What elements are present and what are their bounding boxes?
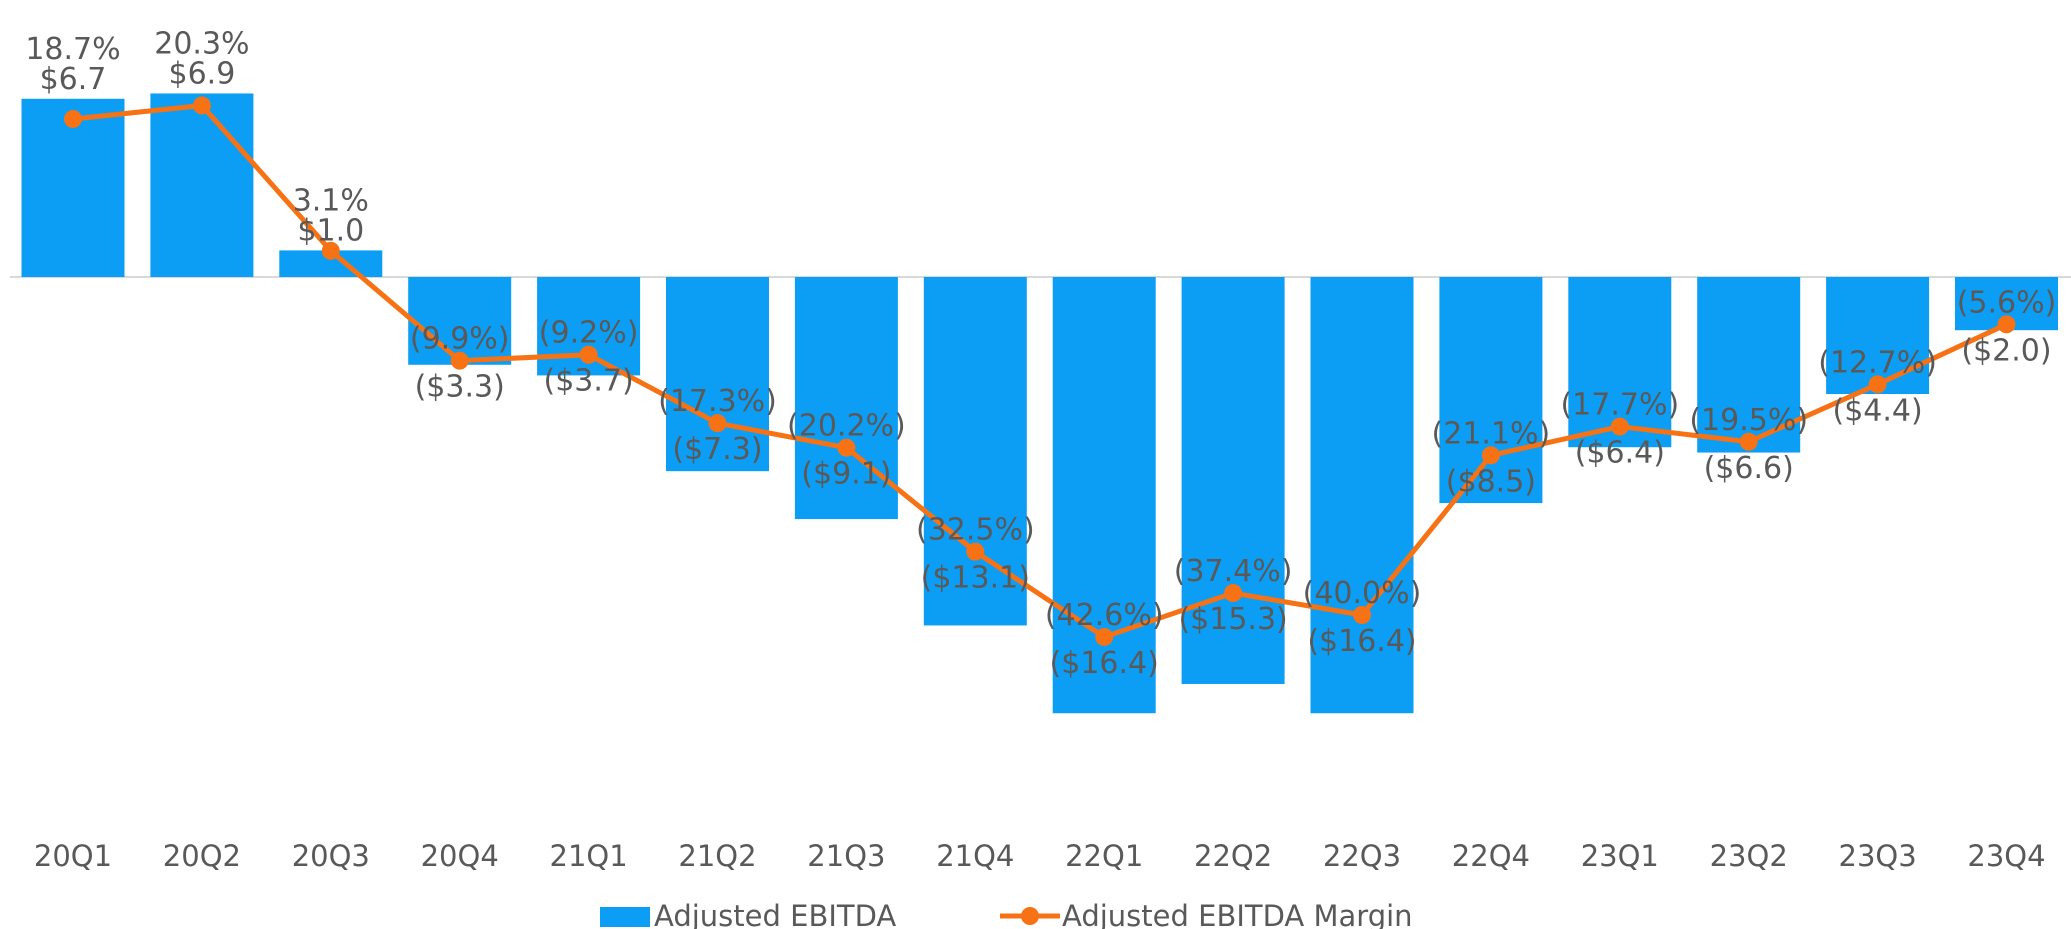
margin-point-22Q2: [1224, 584, 1243, 603]
margin-value-label-22Q3: (40.0%): [1303, 576, 1422, 611]
bar-21Q4: [923, 277, 1027, 626]
x-tick-label-21Q2: 21Q2: [678, 839, 756, 873]
legend-line-marker: [1021, 907, 1039, 925]
margin-value-label-23Q3: (12.7%): [1818, 345, 1937, 380]
bar-value-label-20Q2: $6.9: [169, 56, 236, 91]
bar-22Q2: [1181, 277, 1285, 684]
margin-point-21Q3: [837, 438, 856, 457]
x-axis: 20Q1 20Q2 20Q3 20Q4 21Q1 21Q2 21Q3 21Q4 22Q1 22Q2…: [34, 839, 2046, 873]
margin-value-label-21Q3: (20.2%): [787, 409, 906, 444]
x-tick-label-20Q1: 20Q1: [34, 839, 112, 873]
x-tick-label-22Q3: 22Q3: [1323, 839, 1401, 873]
margin-value-label-23Q4: (5.6%): [1957, 285, 2057, 320]
bar-22Q3: [1310, 277, 1414, 714]
x-tick-label-23Q1: 23Q1: [1581, 839, 1659, 873]
bar-value-label-22Q1: ($16.4): [1050, 646, 1159, 681]
bar-value-label-23Q4: ($2.0): [1961, 333, 2051, 368]
x-tick-label-21Q4: 21Q4: [936, 839, 1014, 873]
x-tick-label-20Q4: 20Q4: [421, 839, 499, 873]
margin-point-23Q4: [1997, 315, 2016, 334]
margin-value-label-20Q4: (9.9%): [410, 322, 510, 357]
bar-value-label-23Q1: ($6.4): [1575, 436, 1665, 471]
margin-point-22Q1: [1095, 627, 1114, 646]
bar-23Q3: [1826, 277, 1930, 395]
legend-line-label: Adjusted EBITDA Margin: [1062, 899, 1413, 929]
margin-point-22Q4: [1481, 446, 1500, 465]
data-labels-layer: $6.7 $6.9 $1.0 ($3.3) ($3.7) ($7.3) ($9.1) ($13…: [25, 26, 2056, 681]
margin-value-label-23Q2: (19.5%): [1689, 403, 1808, 438]
margin-line-layer: [72, 102, 2008, 640]
margin-point-20Q1: [64, 109, 82, 128]
bar-value-label-22Q2: ($15.3): [1178, 602, 1287, 637]
bar-value-label-21Q1: ($3.7): [543, 364, 633, 399]
bar-value-label-20Q1: $6.7: [40, 62, 107, 97]
bar-value-label-23Q3: ($4.4): [1832, 393, 1922, 428]
bar-21Q3: [794, 277, 898, 520]
margin-value-label-22Q4: (21.1%): [1432, 416, 1551, 451]
x-tick-label-20Q3: 20Q3: [292, 839, 370, 873]
margin-value-label-20Q3: 3.1%: [293, 183, 369, 218]
bar-value-label-21Q2: ($7.3): [672, 432, 762, 467]
margin-point-20Q4: [450, 351, 469, 370]
bar-value-label-22Q3: ($16.4): [1307, 624, 1416, 659]
legend-bar-swatch: [600, 907, 650, 927]
margin-value-label-20Q2: 20.3%: [154, 26, 249, 61]
bar-21Q2: [666, 277, 769, 472]
x-tick-label-20Q2: 20Q2: [163, 839, 241, 873]
margin-value-label-23Q1: (17.7%): [1560, 388, 1679, 423]
margin-point-20Q2: [192, 96, 211, 115]
margin-value-label-20Q1: 18.7%: [25, 32, 120, 67]
x-tick-label-22Q4: 22Q4: [1452, 839, 1530, 873]
margin-value-label-21Q2: (17.3%): [658, 384, 777, 419]
margin-point-22Q3: [1353, 606, 1371, 624]
margin-point-23Q3: [1868, 375, 1887, 394]
margin-point-20Q3: [321, 241, 340, 260]
margin-point-21Q1: [579, 345, 598, 364]
margin-points-layer: [64, 96, 2016, 646]
x-tick-label-22Q2: 22Q2: [1194, 839, 1272, 873]
bar-20Q1: [21, 98, 125, 277]
margin-point-21Q2: [708, 414, 727, 433]
margin-line: [72, 102, 2008, 640]
legend: Adjusted EBITDA Adjusted EBITDA Margin: [600, 899, 1413, 929]
bar-value-label-23Q2: ($6.6): [1704, 451, 1794, 486]
x-tick-label-21Q1: 21Q1: [550, 839, 628, 873]
x-tick-label-22Q1: 22Q1: [1065, 839, 1143, 873]
bar-20Q4: [408, 277, 512, 365]
bar-value-label-20Q3: $1.0: [297, 213, 364, 248]
x-tick-label-21Q3: 21Q3: [807, 839, 885, 873]
bar-value-label-20Q4: ($3.3): [415, 370, 505, 405]
margin-value-label-21Q1: (9.2%): [539, 316, 639, 351]
x-tick-label-23Q3: 23Q3: [1839, 839, 1917, 873]
bar-value-label-22Q4: ($8.5): [1446, 464, 1536, 499]
margin-value-label-21Q4: (32.5%): [916, 513, 1035, 548]
x-tick-label-23Q2: 23Q2: [1710, 839, 1788, 873]
legend-bar-label: Adjusted EBITDA: [654, 899, 896, 929]
margin-point-23Q1: [1610, 417, 1629, 436]
bar-22Q4: [1439, 277, 1543, 504]
bar-value-label-21Q4: ($13.1): [921, 561, 1030, 596]
bar-23Q2: [1697, 277, 1801, 453]
x-tick-label-23Q4: 23Q4: [1967, 839, 2045, 873]
margin-value-label-22Q2: (37.4%): [1174, 554, 1293, 589]
margin-point-23Q2: [1739, 432, 1758, 451]
margin-point-21Q4: [966, 542, 985, 561]
bar-value-label-21Q3: ($9.1): [801, 457, 891, 492]
bar-20Q2: [150, 93, 254, 278]
margin-value-label-22Q1: (42.6%): [1045, 598, 1164, 633]
